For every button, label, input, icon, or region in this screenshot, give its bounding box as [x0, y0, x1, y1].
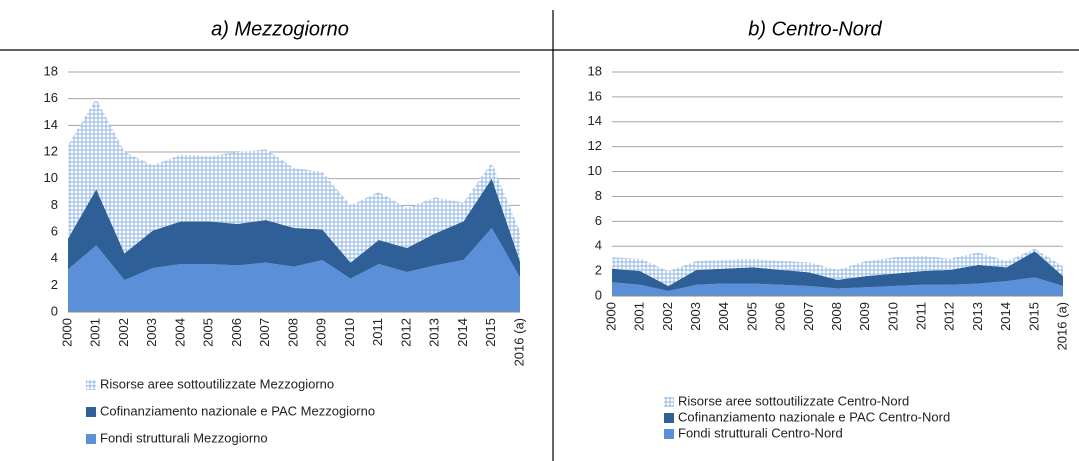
y-tick-label: 18 [588, 63, 602, 78]
y-tick-label: 14 [588, 113, 602, 128]
x-tick-label: 2009 [314, 318, 329, 347]
y-tick-label: 2 [51, 277, 58, 292]
x-tick-label: 2004 [172, 318, 187, 347]
legend-label: Cofinanziamento nazionale e PAC Mezzogio… [100, 403, 375, 418]
legend-marker [86, 434, 96, 444]
y-tick-label: 16 [44, 90, 58, 105]
y-tick-label: 12 [588, 138, 602, 153]
legend-label: Fondi strutturali Centro-Nord [678, 425, 843, 440]
x-tick-label: 2011 [370, 318, 385, 346]
legend-marker [86, 380, 96, 390]
y-tick-label: 6 [595, 213, 602, 228]
legend-label: Risorse aree sottoutilizzate Centro-Nord [678, 393, 909, 408]
x-tick-label: 2000 [59, 318, 74, 347]
area [68, 178, 520, 280]
legend-label: Risorse aree sottoutilizzate Mezzogiorno [100, 376, 334, 391]
x-tick-label: 2015 [1026, 302, 1041, 331]
x-tick-label: 2006 [773, 302, 788, 331]
area [68, 98, 520, 263]
y-tick-label: 10 [588, 163, 602, 178]
x-tick-label: 2004 [716, 302, 731, 331]
x-tick-label: 2016 (a) [1054, 302, 1069, 350]
legend-marker [86, 407, 96, 417]
y-tick-label: 4 [51, 250, 58, 265]
legend-marker [664, 429, 674, 439]
y-tick-label: 0 [51, 303, 58, 318]
x-tick-label: 2008 [285, 318, 300, 347]
x-tick-label: 2008 [829, 302, 844, 331]
x-tick-label: 2013 [427, 318, 442, 347]
legend-label: Fondi strutturali Mezzogiorno [100, 430, 268, 445]
y-tick-label: 0 [595, 287, 602, 302]
x-tick-label: 2012 [942, 302, 957, 331]
y-tick-label: 10 [44, 170, 58, 185]
y-tick-label: 18 [44, 63, 58, 78]
x-tick-label: 2010 [885, 302, 900, 331]
x-tick-label: 2014 [455, 318, 470, 347]
panel-title: b) Centro-Nord [748, 18, 882, 40]
x-tick-label: 2002 [660, 302, 675, 331]
y-tick-label: 2 [595, 263, 602, 278]
x-tick-label: 2002 [116, 318, 131, 347]
x-tick-label: 2005 [744, 302, 759, 331]
x-tick-label: 2001 [88, 318, 103, 347]
y-tick-label: 14 [44, 117, 58, 132]
x-tick-label: 2003 [144, 318, 159, 347]
y-tick-label: 8 [51, 197, 58, 212]
x-tick-label: 2006 [229, 318, 244, 347]
x-tick-label: 2000 [603, 302, 618, 331]
x-tick-label: 2007 [257, 318, 272, 347]
area [612, 277, 1063, 296]
x-tick-label: 2016 (a) [511, 318, 526, 366]
area [612, 251, 1063, 292]
area [612, 248, 1063, 287]
y-tick-label: 12 [44, 143, 58, 158]
x-tick-label: 2007 [801, 302, 816, 331]
x-tick-label: 2011 [914, 302, 929, 330]
x-tick-label: 2015 [483, 318, 498, 347]
legend-marker [664, 397, 674, 407]
x-tick-label: 2009 [857, 302, 872, 331]
legend-marker [664, 413, 674, 423]
panel-title: a) Mezzogiorno [211, 18, 349, 40]
y-tick-label: 6 [51, 223, 58, 238]
x-tick-label: 2014 [998, 302, 1013, 331]
x-tick-label: 2005 [201, 318, 216, 347]
y-tick-label: 8 [595, 188, 602, 203]
legend-label: Cofinanziamento nazionale e PAC Centro-N… [678, 409, 950, 424]
x-tick-label: 2013 [970, 302, 985, 331]
y-tick-label: 4 [595, 238, 602, 253]
y-tick-label: 16 [588, 88, 602, 103]
area [68, 228, 520, 312]
x-tick-label: 2010 [342, 318, 357, 347]
x-tick-label: 2003 [688, 302, 703, 331]
x-tick-label: 2001 [632, 302, 647, 331]
x-tick-label: 2012 [398, 318, 413, 347]
